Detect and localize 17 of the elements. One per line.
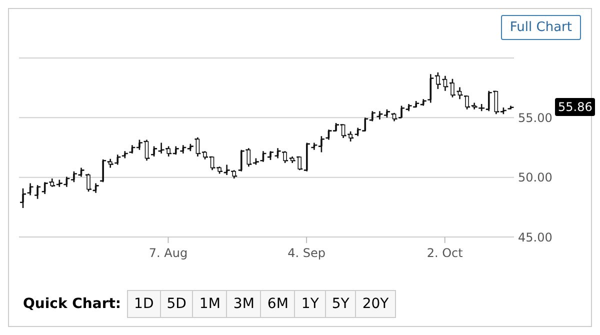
text: Quick Chart: bbox=[23, 296, 122, 312]
text: 1M bbox=[192, 291, 226, 317]
text: 1D bbox=[128, 291, 160, 317]
x-tick-label: 7. Aug bbox=[148, 246, 188, 260]
y-tick-label: 55.00 bbox=[518, 110, 552, 125]
y-tick-label: 45.00 bbox=[518, 230, 552, 244]
text: 5Y bbox=[324, 291, 356, 317]
text: 3M bbox=[226, 291, 260, 317]
text: 1Y bbox=[294, 291, 325, 317]
text: 5D bbox=[160, 291, 192, 317]
x-tick-label: 2. Oct bbox=[426, 246, 464, 260]
text: Full Chart bbox=[500, 15, 581, 40]
text: 20Y bbox=[355, 291, 395, 317]
text: 55.86 bbox=[555, 98, 596, 116]
y-tick-label: 50.00 bbox=[518, 170, 552, 185]
text: 6M bbox=[260, 291, 294, 317]
x-tick-label: 4. Sep bbox=[288, 246, 326, 260]
